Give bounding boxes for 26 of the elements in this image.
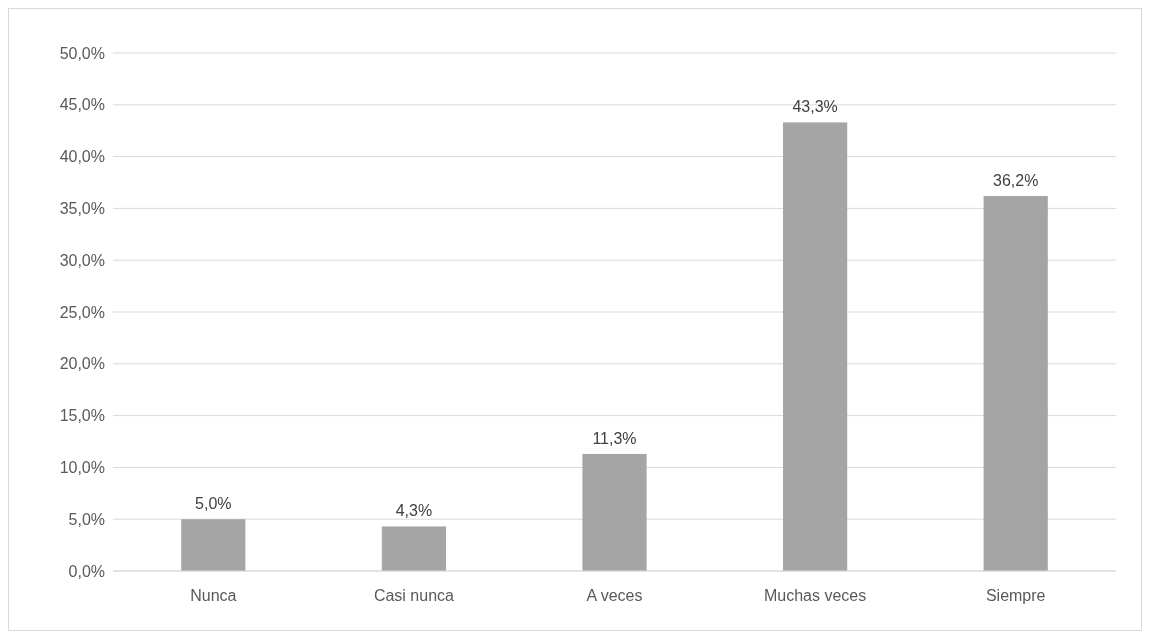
y-tick-label: 0,0%: [68, 562, 105, 580]
data-label: 11,3%: [592, 429, 637, 447]
y-tick-label: 20,0%: [59, 355, 105, 373]
y-tick-label: 30,0%: [59, 251, 105, 269]
bar: [181, 519, 246, 571]
x-tick-label: Casi nunca: [373, 587, 455, 604]
y-tick-label: 40,0%: [59, 148, 105, 166]
y-tick-label: 35,0%: [59, 200, 105, 217]
y-tick-label: 5,0%: [68, 510, 105, 528]
y-tick-label: 50,0%: [59, 44, 105, 62]
bar: [783, 122, 848, 571]
bar: [983, 195, 1048, 571]
bar: [582, 453, 647, 571]
x-tick-label: Nunca: [190, 587, 237, 604]
bar: [381, 526, 446, 571]
y-tick-label: 25,0%: [59, 303, 105, 321]
x-tick-label: Siempre: [985, 587, 1046, 604]
x-tick-label: A veces: [586, 587, 643, 604]
data-label: 4,3%: [395, 502, 433, 520]
data-label: 5,0%: [195, 495, 232, 513]
y-tick-label: 15,0%: [59, 407, 105, 425]
y-tick-label: 45,0%: [59, 96, 105, 114]
data-label: 43,3%: [792, 98, 838, 116]
data-label: 36,2%: [993, 171, 1039, 189]
y-tick-label: 10,0%: [59, 459, 105, 476]
x-tick-label: Muchas veces: [763, 587, 867, 604]
